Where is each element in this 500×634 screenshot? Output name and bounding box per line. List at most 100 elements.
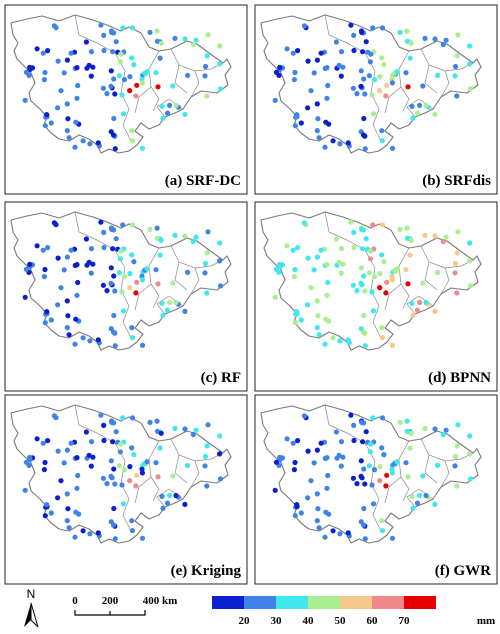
station-point — [158, 430, 164, 436]
station-point — [408, 40, 414, 46]
station-point — [379, 325, 385, 331]
station-point — [155, 281, 161, 287]
station-point — [443, 37, 449, 43]
station-point — [42, 266, 48, 273]
station-point — [379, 128, 385, 134]
station-point — [64, 101, 70, 107]
station-point — [370, 308, 377, 314]
station-point — [440, 238, 446, 245]
station-point — [74, 65, 80, 71]
station-point — [101, 229, 107, 235]
station-point — [377, 74, 383, 80]
scale-bar-label: 400 km — [143, 595, 178, 607]
station-point — [202, 63, 209, 70]
station-point — [454, 290, 460, 296]
station-point — [147, 419, 153, 425]
station-point — [74, 485, 80, 491]
station-point — [204, 483, 210, 489]
station-point — [64, 447, 70, 453]
north-arrow: N — [24, 587, 39, 628]
station-point — [454, 483, 460, 489]
legend-swatch — [276, 596, 308, 609]
station-point — [55, 58, 61, 64]
station-point — [314, 325, 320, 331]
station-point — [414, 500, 421, 506]
station-point — [109, 419, 115, 425]
station-point — [134, 82, 140, 88]
station-point — [110, 49, 116, 55]
station-point — [423, 492, 429, 499]
station-point — [185, 269, 191, 275]
station-point — [371, 467, 378, 473]
station-point — [205, 229, 211, 235]
station-point — [44, 502, 50, 508]
station-point — [134, 472, 140, 478]
map-panel-5: (e) Kriging — [4, 394, 248, 585]
panel-label: (e) Kriging — [171, 563, 242, 579]
station-point — [155, 474, 161, 480]
station-point — [273, 459, 279, 465]
station-point — [350, 282, 356, 288]
station-point — [116, 463, 122, 469]
station-point — [108, 473, 114, 479]
station-point — [351, 422, 357, 428]
station-point — [112, 536, 118, 542]
station-point — [354, 481, 360, 487]
station-point — [42, 459, 48, 466]
station-point — [66, 525, 72, 531]
station-point — [361, 312, 367, 319]
station-point — [34, 243, 40, 249]
station-point — [173, 102, 179, 109]
station-point — [217, 283, 224, 289]
station-point — [432, 501, 438, 507]
station-point — [87, 141, 93, 147]
station-point — [45, 438, 51, 444]
station-point — [358, 68, 364, 74]
station-point — [101, 47, 107, 54]
north-label: N — [27, 587, 36, 601]
station-point — [160, 115, 166, 121]
station-point — [118, 51, 124, 57]
station-point — [147, 226, 153, 232]
station-point — [467, 86, 474, 92]
station-point — [410, 505, 416, 511]
station-point — [368, 441, 374, 447]
station-point — [120, 111, 127, 117]
station-point — [440, 431, 446, 438]
station-point — [360, 246, 366, 252]
station-point — [432, 111, 438, 117]
station-point — [360, 132, 367, 138]
station-point — [113, 236, 119, 242]
station-point — [371, 274, 378, 280]
station-point — [409, 103, 415, 109]
station-point — [409, 300, 415, 306]
station-point — [383, 93, 389, 99]
station-point — [75, 279, 81, 286]
station-point — [193, 427, 199, 433]
station-point — [116, 270, 122, 276]
station-point — [362, 288, 368, 294]
station-point — [379, 55, 385, 61]
station-point — [113, 39, 119, 45]
station-point — [182, 501, 188, 507]
station-point — [42, 513, 48, 519]
station-point — [153, 70, 159, 76]
station-point — [394, 266, 400, 272]
station-point — [308, 88, 314, 94]
station-point — [379, 415, 386, 421]
station-point — [417, 299, 423, 305]
scale-bar-label: 0 — [72, 595, 78, 607]
station-point — [88, 73, 94, 79]
station-point — [86, 62, 92, 68]
station-point — [322, 341, 328, 347]
station-point — [295, 438, 301, 444]
station-point — [58, 88, 64, 94]
station-point — [397, 29, 403, 35]
station-point — [74, 455, 80, 461]
station-point — [379, 252, 385, 258]
station-point — [111, 312, 117, 319]
station-point — [118, 248, 124, 254]
station-point — [139, 145, 146, 151]
station-point — [324, 485, 330, 491]
station-point — [443, 234, 449, 240]
